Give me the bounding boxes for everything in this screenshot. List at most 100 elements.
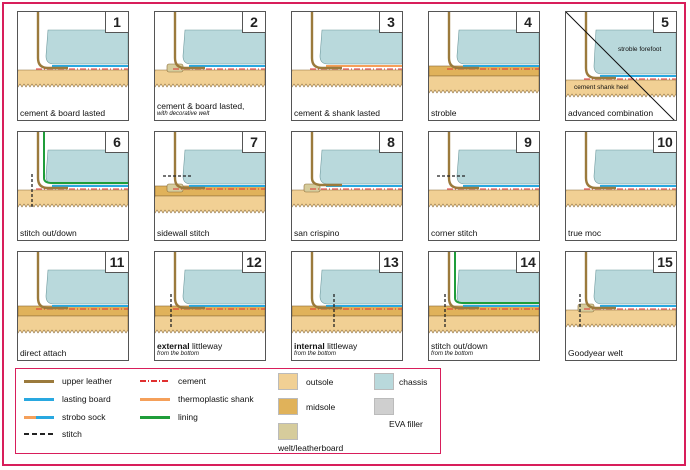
panel-caption: Goodyear welt — [568, 349, 623, 358]
shoe-cross-section — [292, 252, 402, 334]
chassis-shape — [45, 29, 128, 65]
upper-leather-line — [36, 12, 68, 70]
legend-line-lasting-board — [24, 398, 54, 401]
caption-text: littleway — [324, 341, 358, 351]
caption-subtext: from the bottom — [157, 351, 200, 357]
caption-text: stitch out/down — [431, 341, 488, 351]
legend-label: chassis — [399, 377, 428, 387]
legend-label: lining — [178, 412, 198, 422]
welt-strip — [303, 183, 321, 193]
caption-text: cement & board lasted — [20, 108, 106, 118]
outsole-layer — [566, 189, 676, 208]
caption-text: stroble — [431, 108, 457, 118]
legend-line-cement — [140, 380, 170, 382]
chassis-shape — [456, 269, 539, 305]
legend-swatch-outsole — [278, 373, 298, 390]
caption-text: stitch out/down — [20, 228, 77, 238]
legend-label: EVA filler — [389, 419, 423, 429]
panel-number: 3 — [379, 12, 402, 33]
diagonal-divider — [566, 12, 675, 120]
midsole-layer — [18, 305, 128, 317]
legend-line-lining — [140, 416, 170, 419]
outsole-layer — [155, 195, 265, 214]
caption-text: corner stitch — [431, 228, 478, 238]
outsole-layer — [429, 315, 539, 334]
chassis-shape — [593, 29, 676, 75]
caption-subtext: from the bottom — [431, 351, 474, 357]
caption-text: san crispino — [294, 228, 340, 238]
legend-label: welt/leatherboard — [278, 443, 344, 453]
method-panel: 9 corner stitch — [428, 131, 540, 241]
shoe-cross-section — [18, 12, 128, 88]
legend-swatch-eva-filler — [374, 398, 394, 415]
panel-number: 8 — [379, 132, 402, 153]
shoe-cross-section — [18, 132, 128, 208]
panel-number: 5 — [653, 12, 676, 33]
method-panel: 13 internal littleway from the bottom — [291, 251, 403, 361]
shoe-cross-section — [566, 132, 676, 208]
legend-line-thermoplastic-shank — [140, 398, 170, 401]
method-panel: 4 stroble — [428, 11, 540, 121]
upper-leather-line — [173, 252, 205, 310]
panel-caption: san crispino — [294, 229, 339, 238]
legend-line-stitch — [24, 433, 54, 435]
caption-text: true moc — [568, 228, 602, 238]
panel-caption: cement & board lasted, with decorative we… — [157, 102, 244, 118]
chassis-shape — [319, 29, 402, 65]
upper-leather-line — [310, 132, 342, 187]
shoe-cross-section — [429, 132, 539, 208]
panel-caption: true moc — [568, 229, 601, 238]
shoe-cross-section — [155, 132, 265, 214]
chassis-shape — [319, 269, 402, 305]
inner-label: stroble forefoot — [618, 46, 662, 53]
lining-line — [454, 252, 539, 304]
chassis-shape — [456, 29, 539, 65]
panel-caption: stitch out/down from the bottom — [431, 342, 488, 358]
chassis-shape — [182, 269, 265, 305]
method-panel: 14 stitch out/down from the bottom — [428, 251, 540, 361]
legend-label: thermoplastic shank — [178, 394, 254, 404]
method-panel: 1 cement & board lasted — [17, 11, 129, 121]
inner-label: cement shank heel — [574, 84, 629, 91]
chassis-shape — [593, 149, 676, 185]
panel-number: 6 — [105, 132, 128, 153]
shoe-cross-section — [18, 252, 128, 334]
legend-label: outsole — [306, 377, 334, 387]
method-panel: 2 cement & board lasted, with decorative w… — [154, 11, 266, 121]
legend-label: midsole — [306, 402, 336, 412]
chassis-shape — [456, 149, 539, 185]
method-panel: 5 advanced combination stroble forefoot cem… — [565, 11, 677, 121]
method-panel: 6 stitch out/down — [17, 131, 129, 241]
caption-subtext: with decorative welt — [157, 111, 210, 117]
panel-number: 1 — [105, 12, 128, 33]
legend-label: lasting board — [62, 394, 111, 404]
panel-number: 7 — [242, 132, 265, 153]
panel-number: 10 — [653, 132, 676, 153]
outsole-layer — [292, 189, 402, 208]
shoe-cross-section — [566, 12, 676, 120]
outsole-layer — [566, 309, 676, 328]
legend-label: stitch — [62, 429, 82, 439]
upper-leather-line — [36, 252, 68, 310]
outsole-layer — [18, 189, 128, 208]
outsole-layer — [292, 69, 402, 88]
panel-caption: advanced combination — [568, 109, 653, 118]
panel-caption: external littleway from the bottom — [157, 342, 222, 358]
panel-caption: corner stitch — [431, 229, 477, 238]
panel-number: 2 — [242, 12, 265, 33]
outsole-layer — [155, 69, 265, 88]
caption-text: direct attach — [20, 348, 67, 358]
upper-leather-line — [584, 12, 616, 80]
caption-subtext: from the bottom — [294, 351, 337, 357]
caption-text: advanced combination — [568, 108, 654, 118]
caption-text: sidewall stitch — [157, 228, 210, 238]
upper-leather-line — [310, 12, 342, 70]
panel-caption: cement & board lasted — [20, 109, 105, 118]
midsole-layer — [429, 65, 539, 77]
caption-text: Goodyear welt — [568, 348, 623, 358]
panel-caption: cement & shank lasted — [294, 109, 380, 118]
panel-number: 15 — [653, 252, 676, 273]
outsole-layer — [429, 75, 539, 94]
legend-label: cement — [178, 376, 206, 386]
lining-line — [43, 132, 128, 184]
